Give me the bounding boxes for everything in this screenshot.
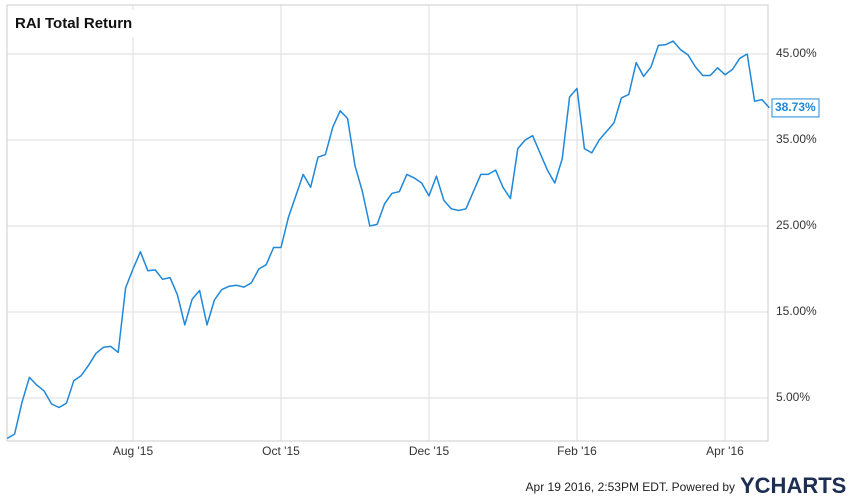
grid <box>7 5 768 441</box>
y-tick-label: 15.00% <box>776 304 817 318</box>
value-label-box <box>771 98 820 118</box>
plot <box>6 40 770 440</box>
x-tick-label: Aug '15 <box>113 444 154 458</box>
title-box <box>8 10 147 37</box>
x-tick-label: Dec '15 <box>409 444 450 458</box>
plot-frame <box>6 4 769 442</box>
x-tick-label: Feb '16 <box>557 444 597 458</box>
footer: Apr 19 2016, 2:53PM EDT. Powered by <box>526 480 735 494</box>
y-tick-label: 45.00% <box>776 46 817 60</box>
y-tick-label: 5.00% <box>776 390 810 404</box>
x-tick-label: Apr '16 <box>706 444 744 458</box>
value-label: 38.73% <box>775 100 816 114</box>
y-tick-label: 25.00% <box>776 218 817 232</box>
line <box>6 40 770 440</box>
chart-title: RAI Total Return <box>15 15 132 32</box>
brand-logo: YCHARTS <box>740 473 846 498</box>
y-tick-label: 35.00% <box>776 132 817 146</box>
x-tick-label: Oct '15 <box>262 444 300 458</box>
